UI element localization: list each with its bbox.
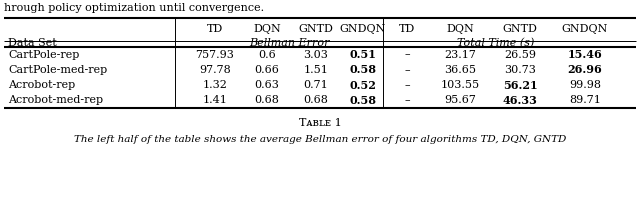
Text: 0.68: 0.68 bbox=[303, 95, 328, 105]
Text: 0.6: 0.6 bbox=[258, 50, 276, 60]
Text: TD: TD bbox=[399, 23, 415, 33]
Text: 0.52: 0.52 bbox=[349, 80, 376, 91]
Text: 95.67: 95.67 bbox=[444, 95, 476, 105]
Text: The left half of the table shows the average Bellman error of four algorithms TD: The left half of the table shows the ave… bbox=[74, 135, 566, 143]
Text: 36.65: 36.65 bbox=[444, 65, 476, 75]
Text: hrough policy optimization until convergence.: hrough policy optimization until converg… bbox=[4, 3, 264, 13]
Text: DQN: DQN bbox=[446, 23, 474, 33]
Text: 30.73: 30.73 bbox=[504, 65, 536, 75]
Text: 0.58: 0.58 bbox=[349, 95, 376, 106]
Text: Acrobot-med-rep: Acrobot-med-rep bbox=[8, 95, 103, 105]
Text: DQN: DQN bbox=[253, 23, 281, 33]
Text: 46.33: 46.33 bbox=[502, 95, 538, 106]
Text: CartPole-rep: CartPole-rep bbox=[8, 50, 79, 60]
Text: 0.66: 0.66 bbox=[255, 65, 280, 75]
Text: Total Time (s): Total Time (s) bbox=[458, 38, 534, 48]
Text: Acrobot-rep: Acrobot-rep bbox=[8, 80, 76, 90]
Text: Bellman Error: Bellman Error bbox=[249, 38, 329, 48]
Text: 0.51: 0.51 bbox=[349, 49, 376, 60]
Text: –: – bbox=[404, 65, 410, 75]
Text: 0.71: 0.71 bbox=[303, 80, 328, 90]
Text: 1.32: 1.32 bbox=[203, 80, 227, 90]
Text: 89.71: 89.71 bbox=[569, 95, 601, 105]
Text: 97.78: 97.78 bbox=[199, 65, 231, 75]
Text: 26.59: 26.59 bbox=[504, 50, 536, 60]
Text: TD: TD bbox=[207, 23, 223, 33]
Text: 99.98: 99.98 bbox=[569, 80, 601, 90]
Text: Tᴀʙʟᴇ 1: Tᴀʙʟᴇ 1 bbox=[299, 118, 341, 128]
Text: 26.96: 26.96 bbox=[568, 64, 602, 75]
Text: 1.51: 1.51 bbox=[303, 65, 328, 75]
Text: GNTD: GNTD bbox=[502, 23, 538, 33]
Text: –: – bbox=[404, 80, 410, 90]
Text: 0.58: 0.58 bbox=[349, 64, 376, 75]
Text: 56.21: 56.21 bbox=[502, 80, 538, 91]
Text: 23.17: 23.17 bbox=[444, 50, 476, 60]
Text: –: – bbox=[404, 50, 410, 60]
Text: 1.41: 1.41 bbox=[203, 95, 227, 105]
Text: GNDQN: GNDQN bbox=[340, 23, 386, 33]
Text: –: – bbox=[404, 95, 410, 105]
Text: Data Set: Data Set bbox=[8, 38, 57, 48]
Text: 3.03: 3.03 bbox=[303, 50, 328, 60]
Text: 0.63: 0.63 bbox=[255, 80, 280, 90]
Text: 103.55: 103.55 bbox=[440, 80, 479, 90]
Text: 15.46: 15.46 bbox=[568, 49, 602, 60]
Text: 757.93: 757.93 bbox=[196, 50, 234, 60]
Text: GNDQN: GNDQN bbox=[562, 23, 608, 33]
Text: GNTD: GNTD bbox=[299, 23, 333, 33]
Text: 0.68: 0.68 bbox=[255, 95, 280, 105]
Text: CartPole-med-rep: CartPole-med-rep bbox=[8, 65, 108, 75]
